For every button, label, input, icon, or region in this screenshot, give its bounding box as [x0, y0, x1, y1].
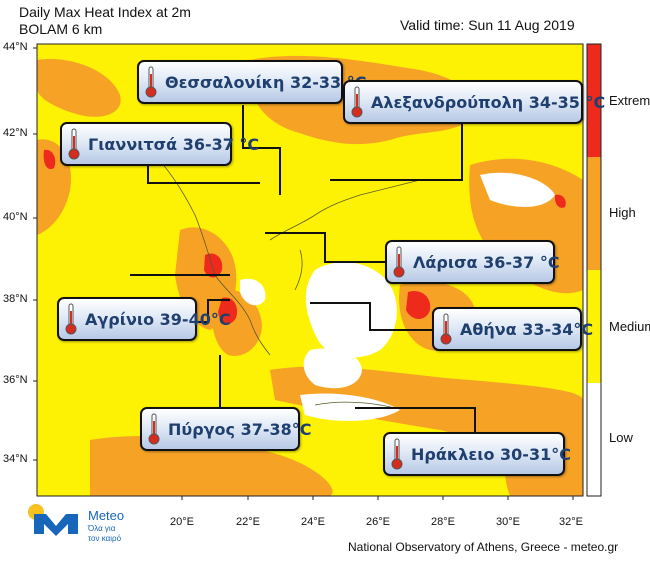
- low-region-aegean: [305, 262, 397, 358]
- lon-label-20: 20°E: [170, 516, 194, 528]
- extreme-region-west: [43, 149, 56, 170]
- extreme-region-pyrgos: [218, 297, 238, 324]
- extreme-region-east: [554, 194, 566, 208]
- callout-thessaloniki: Θεσσαλονίκη 32-33 °C: [137, 60, 366, 104]
- lon-label-24: 24°E: [301, 516, 325, 528]
- map-frame: [36, 43, 584, 497]
- footer-credit: National Observatory of Athens, Greece -…: [348, 540, 619, 554]
- thermometer-icon: [148, 413, 160, 445]
- callout-athens: Αθήνα 33-34°C: [432, 307, 593, 351]
- thermometer-icon: [65, 303, 77, 335]
- callout-label-giannitsa: Γιαννιτσά 36-37 °C: [88, 134, 260, 154]
- lat-label-36: 36°N: [3, 374, 28, 386]
- logo-tagline: Όλα για: [88, 524, 116, 533]
- callout-pyrgos: Πύργος 37-38°C: [140, 407, 312, 451]
- legend-label-high: High: [609, 205, 636, 220]
- logo-name: Meteo: [88, 508, 125, 523]
- legend-colorbar: [586, 43, 602, 497]
- legend-label-low: Low: [609, 430, 633, 445]
- axis-ticks: [33, 47, 574, 500]
- extreme-region-attica: [406, 290, 431, 319]
- low-region-cyclades: [303, 348, 362, 389]
- logo-tagline: τον καιρό: [88, 534, 122, 543]
- lat-label-34: 34°N: [3, 453, 28, 465]
- callout-heraklion: Ηράκλειο 30-31°C: [383, 432, 571, 476]
- callout-giannitsa: Γιαννιτσά 36-37 °C: [60, 122, 259, 166]
- high-region-northwest: [37, 59, 121, 117]
- callout-label-alexandroupoli: Αλεξανδρούπολη 34-35 °C: [371, 92, 606, 112]
- lat-label-42: 42°N: [3, 127, 28, 139]
- legend-label-extreme: Extreme: [609, 93, 650, 108]
- lon-label-26: 26°E: [366, 516, 390, 528]
- callout-label-agrinio: Αγρίνιο 39-40°C: [85, 309, 231, 329]
- thermometer-icon: [68, 128, 80, 160]
- lon-label-22: 22°E: [236, 516, 260, 528]
- lat-label-38: 38°N: [3, 293, 28, 305]
- callout-agrinio: Αγρίνιο 39-40°C: [57, 297, 231, 341]
- meteo-logo-icon: [28, 504, 78, 536]
- callout-connectors: [130, 105, 476, 432]
- thermometer-icon: [351, 86, 363, 118]
- callout-label-pyrgos: Πύργος 37-38°C: [168, 419, 312, 439]
- coastline-crete: [314, 401, 396, 409]
- callout-label-heraklion: Ηράκλειο 30-31°C: [411, 444, 571, 464]
- thermometer-icon: [440, 313, 452, 345]
- callout-larisa: Λάρισα 36-37 °C: [385, 240, 560, 284]
- thermometer-icon: [391, 438, 403, 470]
- valid-time: Valid time: Sun 11 Aug 2019: [400, 17, 575, 33]
- lon-label-28: 28°E: [431, 516, 455, 528]
- callout-alexandroupoli: Αλεξανδρούπολη 34-35 °C: [343, 80, 605, 124]
- lat-label-40: 40°N: [3, 211, 28, 223]
- model-subtitle: BOLAM 6 km: [19, 21, 103, 37]
- callout-label-athens: Αθήνα 33-34°C: [460, 319, 594, 339]
- lat-label-44: 44°N: [3, 41, 28, 53]
- map-title: Daily Max Heat Index at 2m: [19, 4, 191, 20]
- legend-label-medium: Medium: [609, 319, 650, 334]
- low-region-ionian: [240, 278, 266, 306]
- low-region-northeast: [480, 172, 555, 207]
- lon-label-30: 30°E: [496, 516, 520, 528]
- extreme-region-agrinio: [204, 253, 223, 278]
- callout-label-thessaloniki: Θεσσαλονίκη 32-33 °C: [165, 72, 367, 92]
- callout-label-larisa: Λάρισα 36-37 °C: [413, 252, 560, 272]
- thermometer-icon: [145, 66, 157, 98]
- thermometer-icon: [393, 246, 405, 278]
- low-region-crete-sea: [300, 393, 400, 422]
- lon-label-32: 32°E: [559, 516, 583, 528]
